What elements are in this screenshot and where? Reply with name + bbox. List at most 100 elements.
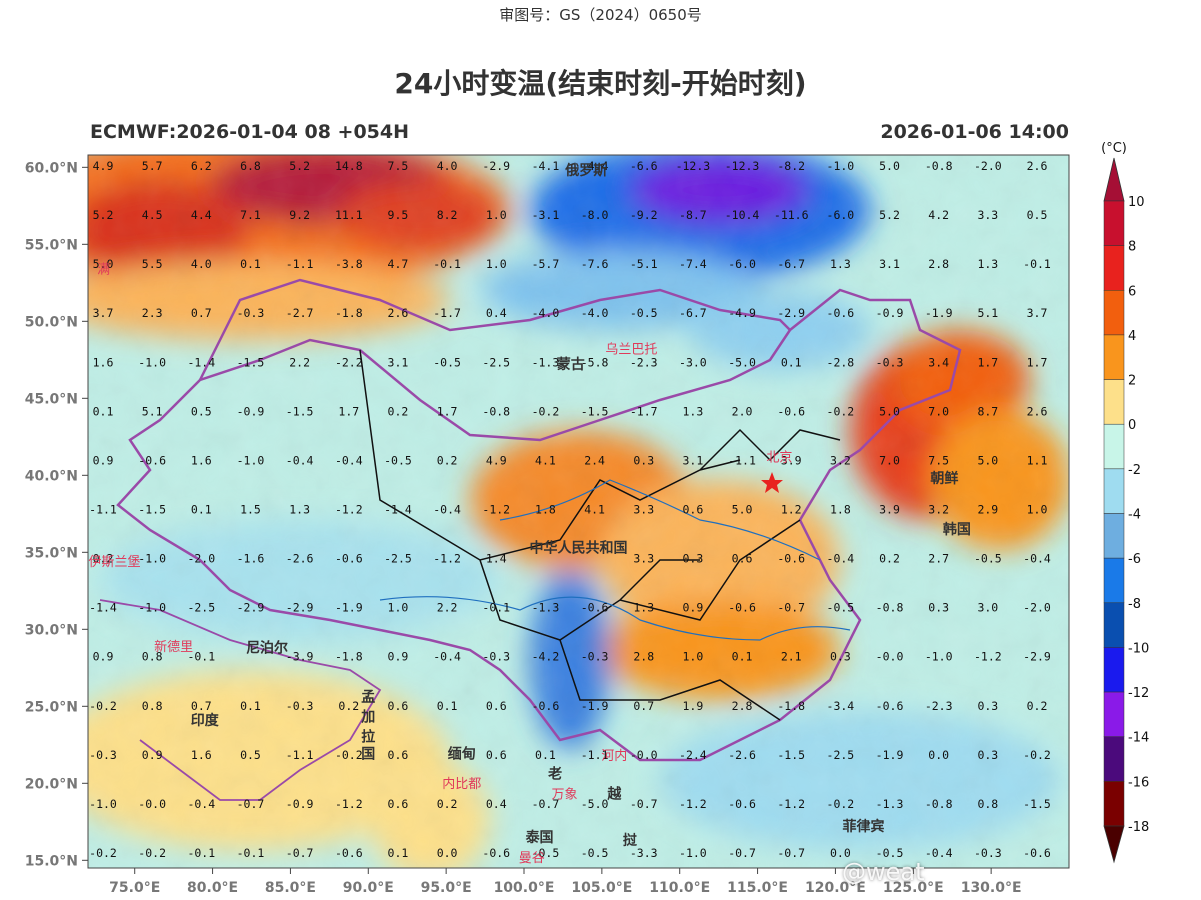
grid-value: 5.0: [879, 404, 900, 418]
grid-value: -0.7: [532, 797, 560, 811]
grid-value: 0.0: [928, 748, 949, 762]
grid-value: 0.7: [633, 699, 654, 713]
grid-value: -0.1: [482, 601, 510, 615]
grid-value: -0.5: [384, 453, 412, 467]
grid-value: -2.7: [286, 306, 314, 320]
grid-value: 3.1: [388, 355, 409, 369]
grid-value: 0.1: [535, 748, 556, 762]
grid-value: -2.8: [827, 355, 855, 369]
grid-value: -1.2: [777, 797, 805, 811]
grid-value: 1.7: [977, 355, 998, 369]
grid-value: 11.1: [335, 208, 363, 222]
grid-value: 9.5: [388, 208, 409, 222]
country-label: 尼泊尔: [246, 639, 288, 656]
grid-value: -11.6: [774, 208, 809, 222]
city-label: 乌兰巴托: [605, 342, 657, 358]
grid-value: 0.3: [683, 552, 704, 566]
grid-value: -1.2: [679, 797, 707, 811]
lat-tick-label: 55.0°N: [25, 237, 78, 253]
grid-value: 0.3: [633, 453, 654, 467]
grid-value: 0.6: [388, 699, 409, 713]
lon-tick-label: 85.0°E: [265, 880, 316, 896]
grid-value: 0.3: [830, 650, 851, 664]
grid-value: -3.3: [630, 846, 658, 860]
country-label: 国: [361, 747, 375, 763]
grid-value: -0.6: [581, 601, 609, 615]
grid-value: -1.6: [237, 552, 265, 566]
grid-value: -4.2: [532, 650, 560, 664]
grid-value: -1.5: [581, 404, 609, 418]
grid-value: -2.3: [925, 699, 953, 713]
grid-value: 0.3: [928, 601, 949, 615]
grid-value: 1.6: [93, 355, 114, 369]
grid-value: -0.7: [777, 601, 805, 615]
grid-value: 2.2: [437, 601, 458, 615]
country-label: 蒙古: [557, 356, 585, 373]
watermark-text: @weat: [842, 858, 925, 886]
grid-value: 5.0: [732, 503, 753, 517]
grid-value: -0.4: [1023, 552, 1051, 566]
grid-value: 0.2: [437, 453, 458, 467]
grid-value: -0.6: [532, 699, 560, 713]
city-label: 内比都: [442, 776, 481, 792]
grid-value: -1.5: [1023, 797, 1051, 811]
grid-value: 2.4: [584, 453, 605, 467]
colorbar-label: 2: [1128, 374, 1136, 389]
colorbar-unit: (°C): [1101, 141, 1127, 156]
mongolia-border: [198, 278, 791, 381]
grid-value: 8.2: [437, 208, 458, 222]
lon-tick-label: 95.0°E: [421, 880, 472, 896]
grid-value: 3.3: [633, 503, 654, 517]
colorbar-top-tip: [1103, 157, 1125, 202]
grid-value: -1.5: [286, 404, 314, 418]
grid-value: -4.1: [532, 159, 560, 173]
grid-value: 0.6: [486, 699, 507, 713]
grid-value: -0.6: [728, 601, 756, 615]
grid-value: -0.0: [876, 650, 904, 664]
lat-tick-label: 40.0°N: [25, 468, 78, 484]
grid-value: -0.9: [286, 797, 314, 811]
grid-value: -6.0: [827, 208, 855, 222]
grid-value: 1.3: [977, 257, 998, 271]
grid-value: 0.1: [93, 404, 114, 418]
grid-value: -0.3: [581, 650, 609, 664]
grid-value: -0.2: [89, 846, 117, 860]
country-label: 拉: [361, 729, 375, 746]
grid-value: 0.4: [486, 306, 507, 320]
grid-value: -0.2: [138, 846, 166, 860]
grid-value: -2.3: [630, 355, 658, 369]
grid-value: -0.0: [138, 797, 166, 811]
grid-value: -0.6: [876, 699, 904, 713]
lon-tick-label: 80.0°E: [187, 880, 238, 896]
grid-value: 2.2: [289, 355, 310, 369]
grid-value: -2.9: [777, 306, 805, 320]
grid-value: 0.7: [191, 699, 212, 713]
grid-value: -1.9: [876, 748, 904, 762]
lon-tick-label: 105.0°E: [571, 880, 632, 896]
country-label: 缅甸: [448, 746, 476, 763]
colorbar-segment: [1103, 423, 1125, 470]
grid-value: -0.4: [433, 650, 461, 664]
grid-value: -4.4: [581, 159, 609, 173]
grid-value: -0.2: [335, 748, 363, 762]
grid-value: -5.8: [581, 355, 609, 369]
grid-value: 5.5: [142, 257, 163, 271]
grid-value: 1.0: [486, 208, 507, 222]
grid-value: -0.6: [335, 846, 363, 860]
grid-value: -0.3: [974, 846, 1002, 860]
grid-value: 0.3: [977, 748, 998, 762]
grid-value: 1.0: [388, 601, 409, 615]
grid-value: 0.6: [388, 748, 409, 762]
grid-value: -1.0: [679, 846, 707, 860]
grid-value: -0.8: [482, 404, 510, 418]
grid-value: -0.6: [777, 404, 805, 418]
grid-value: -1.2: [433, 552, 461, 566]
grid-value: 0.5: [240, 748, 261, 762]
grid-value: -1.4: [384, 503, 412, 517]
grid-value: -0.5: [532, 846, 560, 860]
grid-value: 5.0: [879, 159, 900, 173]
grid-value: -0.6: [728, 797, 756, 811]
grid-value: -2.6: [286, 552, 314, 566]
colorbar: (°C) 10 8 6 4 2 0 -2 -4 -6 -8 -10 -12 -14 -16 -18: [1101, 141, 1149, 864]
grid-value: -0.5: [581, 846, 609, 860]
